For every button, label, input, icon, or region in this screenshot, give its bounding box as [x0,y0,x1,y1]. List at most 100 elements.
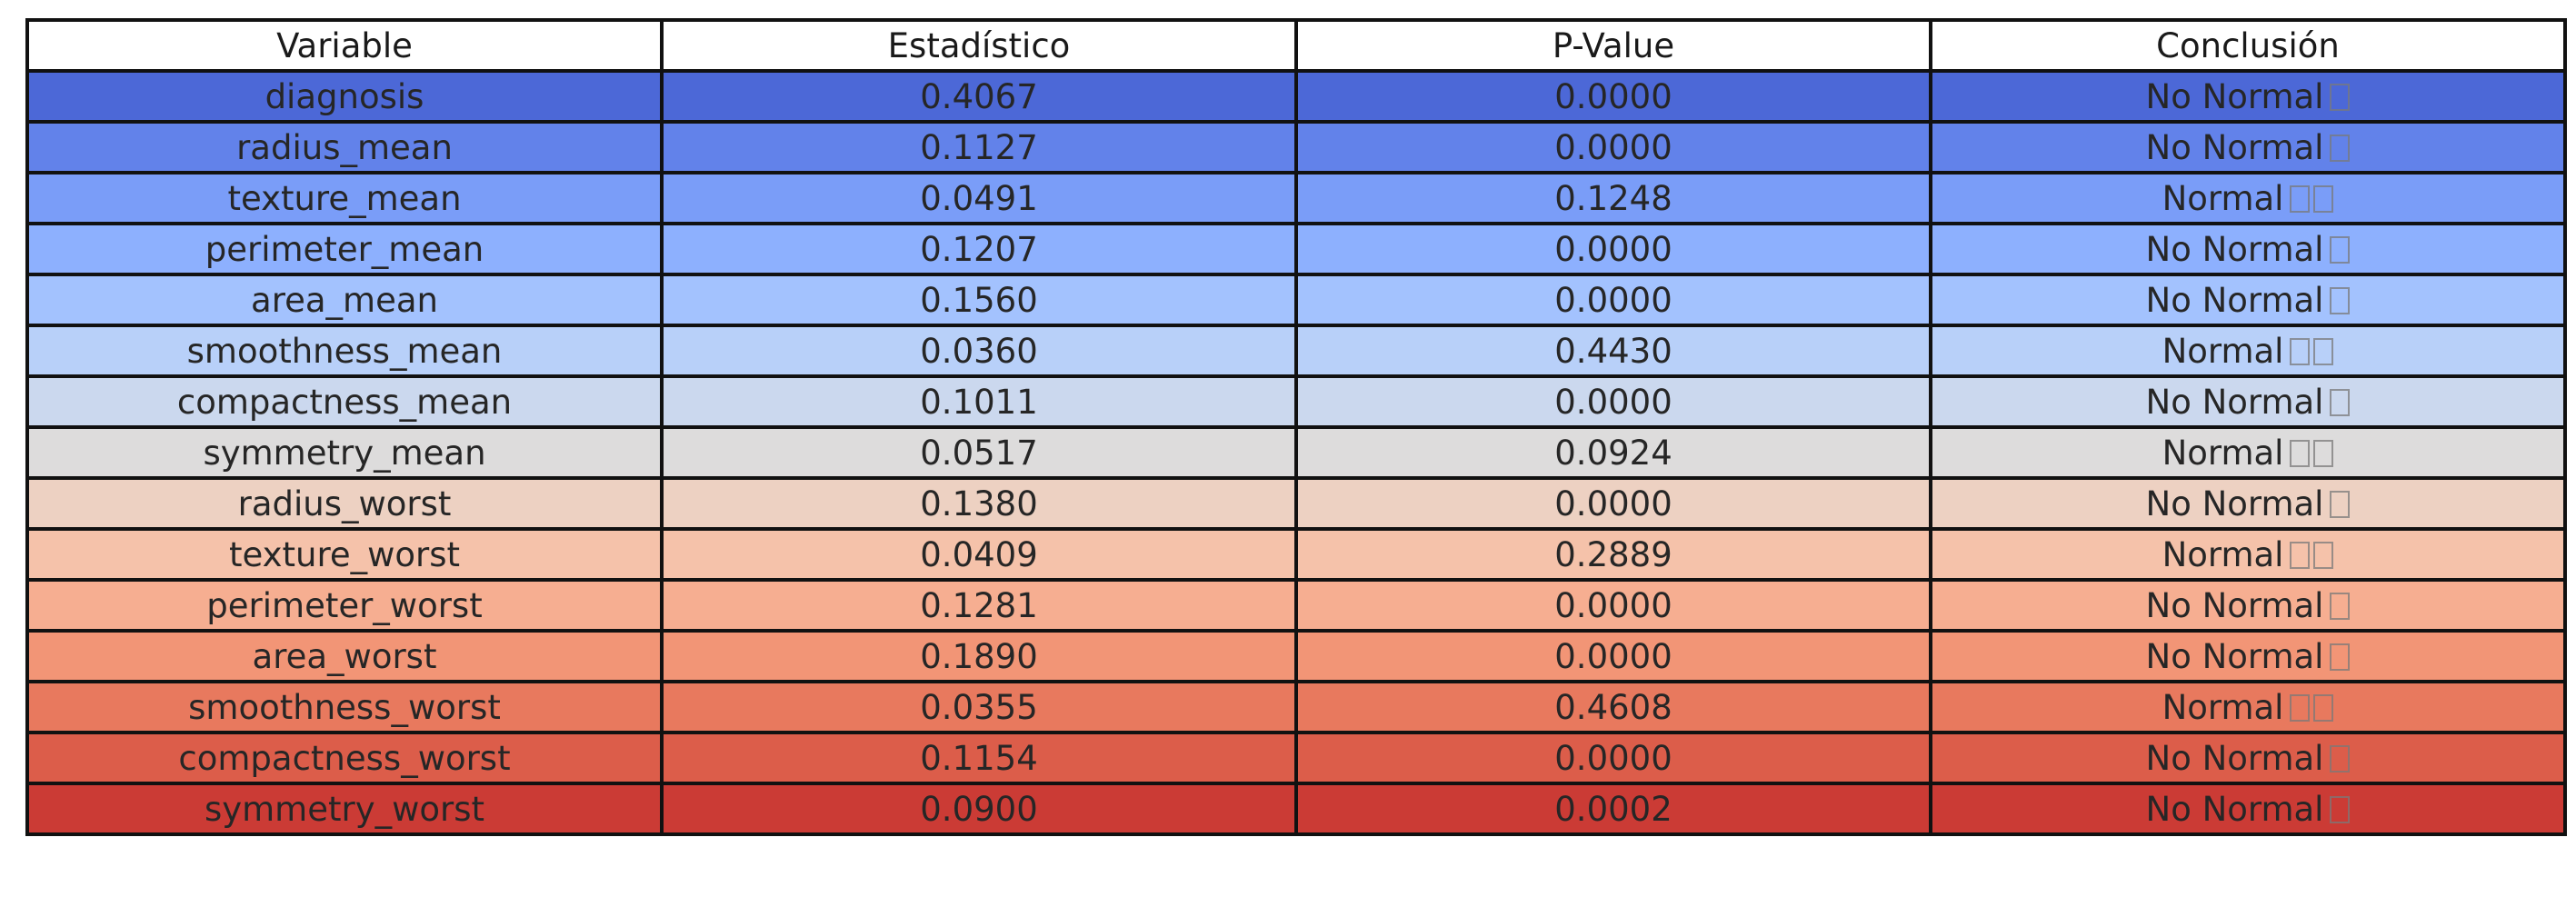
cell-conclusion: No Normal [1929,629,2567,683]
conclusion-text: No Normal [2145,127,2324,167]
cell-conclusion: No Normal [1929,273,2567,327]
missing-glyph-icon [2290,541,2311,569]
missing-glyph-icon [2330,744,2351,772]
cell-p-value: 0.4430 [1294,324,1932,378]
normality-test-table-container: Variable Estadístico P-Value Conclusión … [25,18,2567,836]
conclusion-text: No Normal [2145,738,2324,778]
missing-glyph-icon [2330,286,2351,314]
cell-variable: texture_worst [25,527,664,582]
table-row: smoothness_mean 0.0360 0.4430 Normal [25,324,2567,378]
missing-glyph-icon [2313,184,2334,213]
missing-glyph-icon [2330,592,2351,620]
conclusion-text: No Normal [2145,382,2324,422]
conclusion-text: No Normal [2145,229,2324,269]
conclusion-text: No Normal [2145,280,2324,320]
cell-conclusion: No Normal [1929,69,2567,124]
missing-glyph-icon [2313,439,2334,467]
cell-statistic: 0.1890 [660,629,1298,683]
cell-variable: perimeter_mean [25,222,664,276]
cell-variable: area_mean [25,273,664,327]
cell-statistic: 0.0900 [660,782,1298,836]
cell-variable: radius_worst [25,476,664,531]
missing-glyph-icon [2330,134,2351,162]
conclusion-text: Normal [2162,433,2284,473]
table-row: perimeter_worst 0.1281 0.0000 No Normal [25,578,2567,633]
cell-statistic: 0.1380 [660,476,1298,531]
cell-p-value: 0.2889 [1294,527,1932,582]
missing-glyph-icon [2330,388,2351,416]
table-row: compactness_worst 0.1154 0.0000 No Normal [25,731,2567,785]
cell-variable: symmetry_mean [25,425,664,480]
cell-variable: symmetry_worst [25,782,664,836]
cell-variable: smoothness_mean [25,324,664,378]
missing-glyph-icon [2290,693,2311,722]
table-row: area_mean 0.1560 0.0000 No Normal [25,273,2567,327]
cell-conclusion: No Normal [1929,782,2567,836]
conclusion-text: Normal [2162,687,2284,727]
cell-statistic: 0.1011 [660,374,1298,429]
cell-variable: diagnosis [25,69,664,124]
table-row: radius_worst 0.1380 0.0000 No Normal [25,476,2567,531]
cell-statistic: 0.4067 [660,69,1298,124]
conclusion-text: Normal [2162,534,2284,574]
missing-glyph-icon [2330,83,2351,111]
cell-conclusion: No Normal [1929,374,2567,429]
missing-glyph-icon [2313,693,2334,722]
conclusion-text: No Normal [2145,636,2324,676]
missing-glyph-icon [2290,184,2311,213]
cell-p-value: 0.0000 [1294,374,1932,429]
cell-statistic: 0.1127 [660,120,1298,174]
cell-conclusion: Normal [1929,324,2567,378]
column-header-conclusion: Conclusión [1929,18,2567,73]
cell-conclusion: No Normal [1929,120,2567,174]
cell-conclusion: Normal [1929,171,2567,225]
table-row: symmetry_mean 0.0517 0.0924 Normal [25,425,2567,480]
header-row: Variable Estadístico P-Value Conclusión [25,18,2567,73]
cell-p-value: 0.0000 [1294,273,1932,327]
cell-variable: area_worst [25,629,664,683]
cell-statistic: 0.0491 [660,171,1298,225]
cell-variable: compactness_mean [25,374,664,429]
table-row: radius_mean 0.1127 0.0000 No Normal [25,120,2567,174]
conclusion-text: No Normal [2145,76,2324,116]
cell-conclusion: Normal [1929,425,2567,480]
cell-statistic: 0.0409 [660,527,1298,582]
cell-statistic: 0.1560 [660,273,1298,327]
table-row: diagnosis 0.4067 0.0000 No Normal [25,69,2567,124]
cell-p-value: 0.1248 [1294,171,1932,225]
cell-statistic: 0.0517 [660,425,1298,480]
conclusion-text: No Normal [2145,789,2324,829]
missing-glyph-icon [2290,337,2311,365]
missing-glyph-icon [2290,439,2311,467]
cell-p-value: 0.0000 [1294,629,1932,683]
cell-conclusion: Normal [1929,527,2567,582]
cell-conclusion: No Normal [1929,578,2567,633]
table-row: symmetry_worst 0.0900 0.0002 No Normal [25,782,2567,836]
normality-test-table: Variable Estadístico P-Value Conclusión … [25,18,2567,836]
missing-glyph-icon [2313,541,2334,569]
cell-p-value: 0.0000 [1294,578,1932,633]
table-row: area_worst 0.1890 0.0000 No Normal [25,629,2567,683]
cell-statistic: 0.0355 [660,680,1298,734]
missing-glyph-icon [2330,795,2351,823]
table-row: texture_worst 0.0409 0.2889 Normal [25,527,2567,582]
table-body: diagnosis 0.4067 0.0000 No Normal radius_mea… [25,69,2567,836]
cell-statistic: 0.0360 [660,324,1298,378]
missing-glyph-icon [2330,643,2351,671]
cell-statistic: 0.1154 [660,731,1298,785]
conclusion-text: Normal [2162,331,2284,371]
conclusion-text: No Normal [2145,585,2324,625]
cell-conclusion: Normal [1929,680,2567,734]
table-row: texture_mean 0.0491 0.1248 Normal [25,171,2567,225]
cell-p-value: 0.0000 [1294,731,1932,785]
cell-variable: compactness_worst [25,731,664,785]
cell-p-value: 0.0000 [1294,69,1932,124]
cell-p-value: 0.0000 [1294,120,1932,174]
cell-statistic: 0.1207 [660,222,1298,276]
missing-glyph-icon [2330,235,2351,264]
cell-p-value: 0.0000 [1294,476,1932,531]
cell-p-value: 0.0924 [1294,425,1932,480]
conclusion-text: Normal [2162,178,2284,218]
cell-statistic: 0.1281 [660,578,1298,633]
cell-variable: texture_mean [25,171,664,225]
